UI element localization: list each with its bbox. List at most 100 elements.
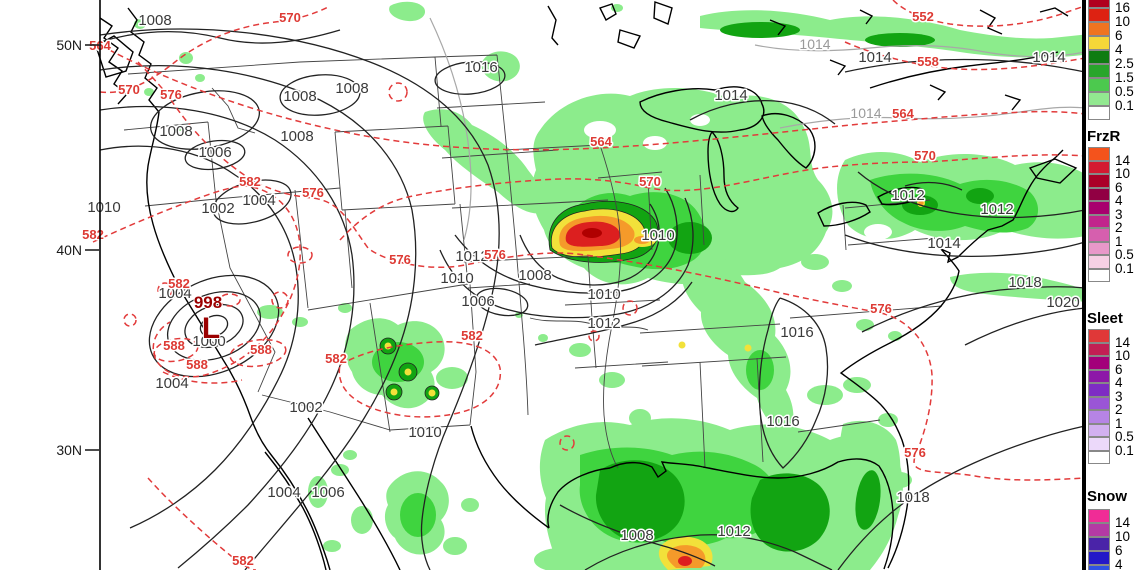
frzr-legend-color-cell	[1088, 201, 1110, 215]
frzr-legend-color-cell	[1088, 174, 1110, 188]
pressure-contour-label: 1008	[138, 12, 171, 29]
snow-legend-color-cell	[1088, 537, 1110, 551]
thickness-contour-label: 576	[484, 247, 506, 262]
thickness-contour-label: 552	[912, 9, 934, 24]
frzr-legend-color-cell	[1088, 147, 1110, 161]
pressure-contour-label: 1018	[1008, 274, 1041, 291]
pressure-contour-label: 1018	[896, 489, 929, 506]
low-pressure-value: 998	[194, 293, 222, 312]
snow-legend-title: Snow	[1087, 488, 1127, 505]
snow-legend-color-cell	[1088, 565, 1110, 570]
contour-labels-layer: 1008 1008 1008 1008 1008 1006 1004 1002 1010 1004…	[81, 8, 1082, 570]
precipitation-layer	[134, 1, 1090, 570]
pressure-contour-label: 1010	[587, 286, 620, 303]
frzr-legend-color-cell	[1088, 187, 1110, 201]
rain-legend-value: 1.5	[1115, 70, 1134, 85]
sleet-legend-title: Sleet	[1087, 310, 1123, 327]
frzr-legend-color-cell	[1088, 228, 1110, 242]
sleet-legend-color-cell	[1088, 342, 1110, 356]
rain-legend-value: 16	[1115, 0, 1131, 15]
thickness-contour-label: 588	[163, 338, 185, 353]
thickness-contour-label: 570	[279, 10, 301, 25]
pressure-contour-label: 1016	[766, 413, 799, 430]
pressure-contour-label: 1016	[780, 324, 813, 341]
rain-legend-color-cell	[1088, 106, 1110, 120]
pressure-contour-label: 1002	[289, 399, 322, 416]
sleet-legend-value: 6	[1115, 361, 1123, 377]
rain-legend-color-cell	[1088, 50, 1110, 64]
thickness-contour-label: 576	[302, 185, 324, 200]
gray-contour-label: 1014	[799, 36, 830, 52]
snow-legend-value: 6	[1115, 543, 1123, 558]
sleet-legend-color-cell	[1088, 396, 1110, 410]
thickness-contour-label: 588	[250, 342, 272, 357]
rain-legend-color-cell	[1088, 8, 1110, 22]
rain-legend-color-cell	[1088, 0, 1110, 8]
snow-legend-value: 14	[1115, 515, 1131, 530]
thickness-contour-label: 576	[389, 252, 411, 267]
rain-legend-color-cell	[1088, 36, 1110, 50]
frzr-legend-color-cell	[1088, 268, 1110, 282]
snow-legend-value: 4	[1115, 557, 1123, 570]
low-pressure-symbol: L	[202, 312, 220, 345]
frzr-legend-value: 6	[1115, 179, 1123, 195]
rain-legend-color-cell	[1088, 92, 1110, 106]
pressure-contour-label: 1010	[87, 199, 120, 216]
state-borders-layer	[123, 54, 943, 469]
sleet-legend-value: 0.1	[1115, 442, 1134, 458]
thickness-contour-label: 576	[160, 87, 182, 102]
precip-type-legend-column: 16 10 6 4 2.5 1.5 0.5 0.1 FrzR 14 10 6 4 3 2 1 0.5 0.1 Sle…	[1086, 0, 1140, 570]
snow-legend-color-cell	[1088, 509, 1110, 523]
rain-legend-color-cell	[1088, 78, 1110, 92]
rain-legend-color-cell	[1088, 64, 1110, 78]
thickness-contour-label: 582	[168, 276, 190, 291]
rain-legend-value: 4	[1115, 42, 1123, 57]
sleet-legend-color-cell	[1088, 437, 1110, 451]
thickness-contour-label: 582	[325, 351, 347, 366]
sleet-legend-color-cell	[1088, 356, 1110, 370]
thickness-contour-label: 582	[461, 328, 483, 343]
gray-contour-label: 1014	[850, 105, 881, 121]
pressure-contour-label: 1002	[201, 200, 234, 217]
sleet-legend-color-cell	[1088, 410, 1110, 424]
snow-legend-color-cell	[1088, 523, 1110, 537]
rain-legend-value: 10	[1115, 14, 1131, 29]
latitude-label-30n: 30N	[56, 442, 82, 458]
frzr-legend-value: 14	[1115, 152, 1131, 168]
pressure-contour-label: 1014	[858, 49, 891, 66]
pressure-contour-label: 1008	[518, 267, 551, 284]
thickness-contour-label: 564	[590, 134, 612, 149]
pressure-contour-label: 1004	[158, 285, 191, 302]
pressure-contour-label: 1000	[192, 333, 225, 350]
thickness-contour-label: 570	[914, 148, 936, 163]
pressure-contour-label: 1006	[198, 144, 231, 161]
thickness-contour-label: 570	[118, 82, 140, 97]
thickness-contour-label: 564	[892, 106, 914, 121]
sleet-legend-value: 0.5	[1115, 429, 1134, 444]
thickness-contour-label: 570	[639, 174, 661, 189]
rain-legend-value: 2.5	[1115, 56, 1134, 71]
pressure-contour-label: 1004	[267, 484, 300, 501]
pressure-contour-label: 1014	[1032, 49, 1065, 66]
pressure-contour-label: 1012	[717, 523, 750, 540]
rain-legend-value: 6	[1115, 28, 1123, 43]
thickness-contour-label: 576	[870, 301, 892, 316]
snow-legend-color-cell	[1088, 551, 1110, 565]
frzr-legend-value: 1	[1115, 233, 1123, 249]
pressure-contour-label: 1006	[311, 484, 344, 501]
frzr-legend-color-cell	[1088, 214, 1110, 228]
frzr-legend-value: 4	[1115, 193, 1123, 208]
pressure-contour-label: 1012	[891, 187, 924, 204]
rain-legend-value: 0.1	[1115, 98, 1134, 113]
gray-contours-layer	[429, 17, 1086, 241]
sleet-legend-color-cell	[1088, 383, 1110, 397]
thickness-contour-label: 588	[186, 357, 208, 372]
thickness-contours-layer	[92, 0, 1086, 570]
low-pressure-marker: 998 L	[193, 292, 223, 346]
mslp-contours-layer	[99, 28, 1086, 570]
pressure-contour-label: 1012	[587, 315, 620, 332]
sleet-legend-color-cell	[1088, 369, 1110, 383]
latitude-label-50n: 50N	[56, 37, 82, 53]
pressure-contour-label: 1004	[242, 192, 275, 209]
